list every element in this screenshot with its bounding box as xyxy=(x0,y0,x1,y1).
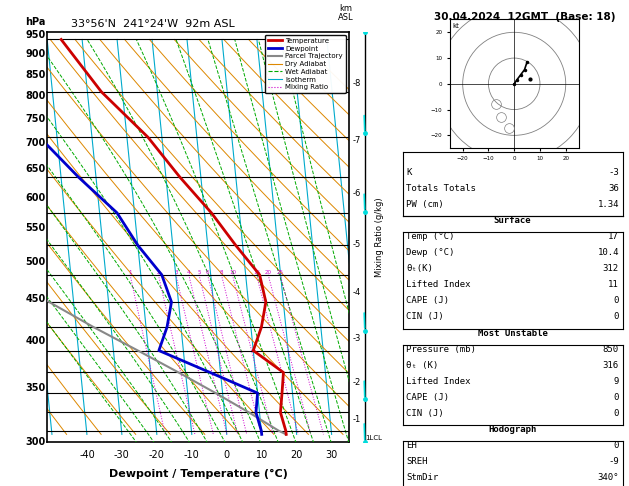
Text: 20: 20 xyxy=(265,270,272,275)
Text: 850: 850 xyxy=(25,69,46,80)
Text: θₜ (K): θₜ (K) xyxy=(406,361,438,370)
Text: 0: 0 xyxy=(613,409,619,418)
Text: 4: 4 xyxy=(187,270,191,275)
Text: Temp (°C): Temp (°C) xyxy=(406,232,455,242)
Text: PW (cm): PW (cm) xyxy=(406,200,444,209)
Text: -4: -4 xyxy=(352,288,360,297)
Text: 2: 2 xyxy=(157,270,160,275)
Text: 350: 350 xyxy=(25,383,46,393)
Text: 30: 30 xyxy=(325,451,338,460)
Text: -5: -5 xyxy=(352,240,360,249)
Text: 17: 17 xyxy=(608,232,619,242)
Text: 950: 950 xyxy=(25,30,46,40)
Text: 5: 5 xyxy=(198,270,201,275)
Text: 450: 450 xyxy=(25,294,46,304)
Text: 20: 20 xyxy=(291,451,303,460)
Text: 0: 0 xyxy=(224,451,230,460)
Text: -3: -3 xyxy=(352,334,360,343)
Text: 1LCL: 1LCL xyxy=(365,435,382,441)
Text: 11: 11 xyxy=(608,280,619,290)
Text: 400: 400 xyxy=(25,336,46,346)
Text: 0: 0 xyxy=(613,441,619,450)
Text: km
ASL: km ASL xyxy=(338,4,353,22)
Text: CAPE (J): CAPE (J) xyxy=(406,296,449,306)
Text: 316: 316 xyxy=(603,361,619,370)
Text: Lifted Index: Lifted Index xyxy=(406,280,471,290)
Text: -2: -2 xyxy=(352,378,360,387)
Text: Surface: Surface xyxy=(494,216,532,226)
Text: 0: 0 xyxy=(613,312,619,322)
Text: 16: 16 xyxy=(253,270,260,275)
Text: -6: -6 xyxy=(352,190,360,198)
Text: 1: 1 xyxy=(128,270,132,275)
Text: -8: -8 xyxy=(352,80,360,88)
Text: StmDir: StmDir xyxy=(406,473,438,482)
Text: 9: 9 xyxy=(613,377,619,386)
Text: -1: -1 xyxy=(352,415,360,424)
Text: 0: 0 xyxy=(613,393,619,402)
Text: 10: 10 xyxy=(229,270,236,275)
Text: CIN (J): CIN (J) xyxy=(406,312,444,322)
Text: 750: 750 xyxy=(25,114,46,124)
Text: 6: 6 xyxy=(206,270,209,275)
Text: 3: 3 xyxy=(174,270,177,275)
Text: CIN (J): CIN (J) xyxy=(406,409,444,418)
Text: EH: EH xyxy=(406,441,417,450)
Text: -7: -7 xyxy=(352,136,360,145)
Text: 10.4: 10.4 xyxy=(598,248,619,258)
Text: 900: 900 xyxy=(25,50,46,59)
Text: 0: 0 xyxy=(613,296,619,306)
Text: Mixing Ratio (g/kg): Mixing Ratio (g/kg) xyxy=(375,197,384,277)
Text: 1.34: 1.34 xyxy=(598,200,619,209)
Text: CAPE (J): CAPE (J) xyxy=(406,393,449,402)
Text: Totals Totals: Totals Totals xyxy=(406,184,476,193)
Text: kt: kt xyxy=(452,23,459,29)
Text: 550: 550 xyxy=(25,223,46,233)
Title: 33°56'N  241°24'W  92m ASL: 33°56'N 241°24'W 92m ASL xyxy=(71,19,235,30)
Text: SREH: SREH xyxy=(406,457,428,466)
Text: 8: 8 xyxy=(220,270,223,275)
Text: 25: 25 xyxy=(277,270,284,275)
Text: -30: -30 xyxy=(114,451,130,460)
Text: -40: -40 xyxy=(79,451,95,460)
Text: Dewpoint / Temperature (°C): Dewpoint / Temperature (°C) xyxy=(109,469,287,479)
Text: 340°: 340° xyxy=(598,473,619,482)
Text: -9: -9 xyxy=(608,457,619,466)
Text: Pressure (mb): Pressure (mb) xyxy=(406,345,476,354)
Text: 500: 500 xyxy=(25,257,46,267)
Text: 312: 312 xyxy=(603,264,619,274)
Text: 650: 650 xyxy=(25,164,46,174)
Text: 36: 36 xyxy=(608,184,619,193)
Text: Lifted Index: Lifted Index xyxy=(406,377,471,386)
Text: hPa: hPa xyxy=(25,17,46,28)
Text: 30.04.2024  12GMT  (Base: 18): 30.04.2024 12GMT (Base: 18) xyxy=(435,12,616,22)
Text: Most Unstable: Most Unstable xyxy=(477,329,548,338)
Text: 700: 700 xyxy=(25,138,46,148)
Text: Dewp (°C): Dewp (°C) xyxy=(406,248,455,258)
Text: Hodograph: Hodograph xyxy=(489,425,537,434)
Text: -10: -10 xyxy=(184,451,199,460)
Text: θₜ(K): θₜ(K) xyxy=(406,264,433,274)
Text: 10: 10 xyxy=(255,451,268,460)
Text: K: K xyxy=(406,168,412,177)
Text: 800: 800 xyxy=(25,91,46,101)
Text: -20: -20 xyxy=(149,451,165,460)
Text: 300: 300 xyxy=(25,437,46,447)
Text: 600: 600 xyxy=(25,192,46,203)
Legend: Temperature, Dewpoint, Parcel Trajectory, Dry Adiabat, Wet Adiabat, Isotherm, Mi: Temperature, Dewpoint, Parcel Trajectory… xyxy=(265,35,345,93)
Text: -3: -3 xyxy=(608,168,619,177)
Text: 850: 850 xyxy=(603,345,619,354)
